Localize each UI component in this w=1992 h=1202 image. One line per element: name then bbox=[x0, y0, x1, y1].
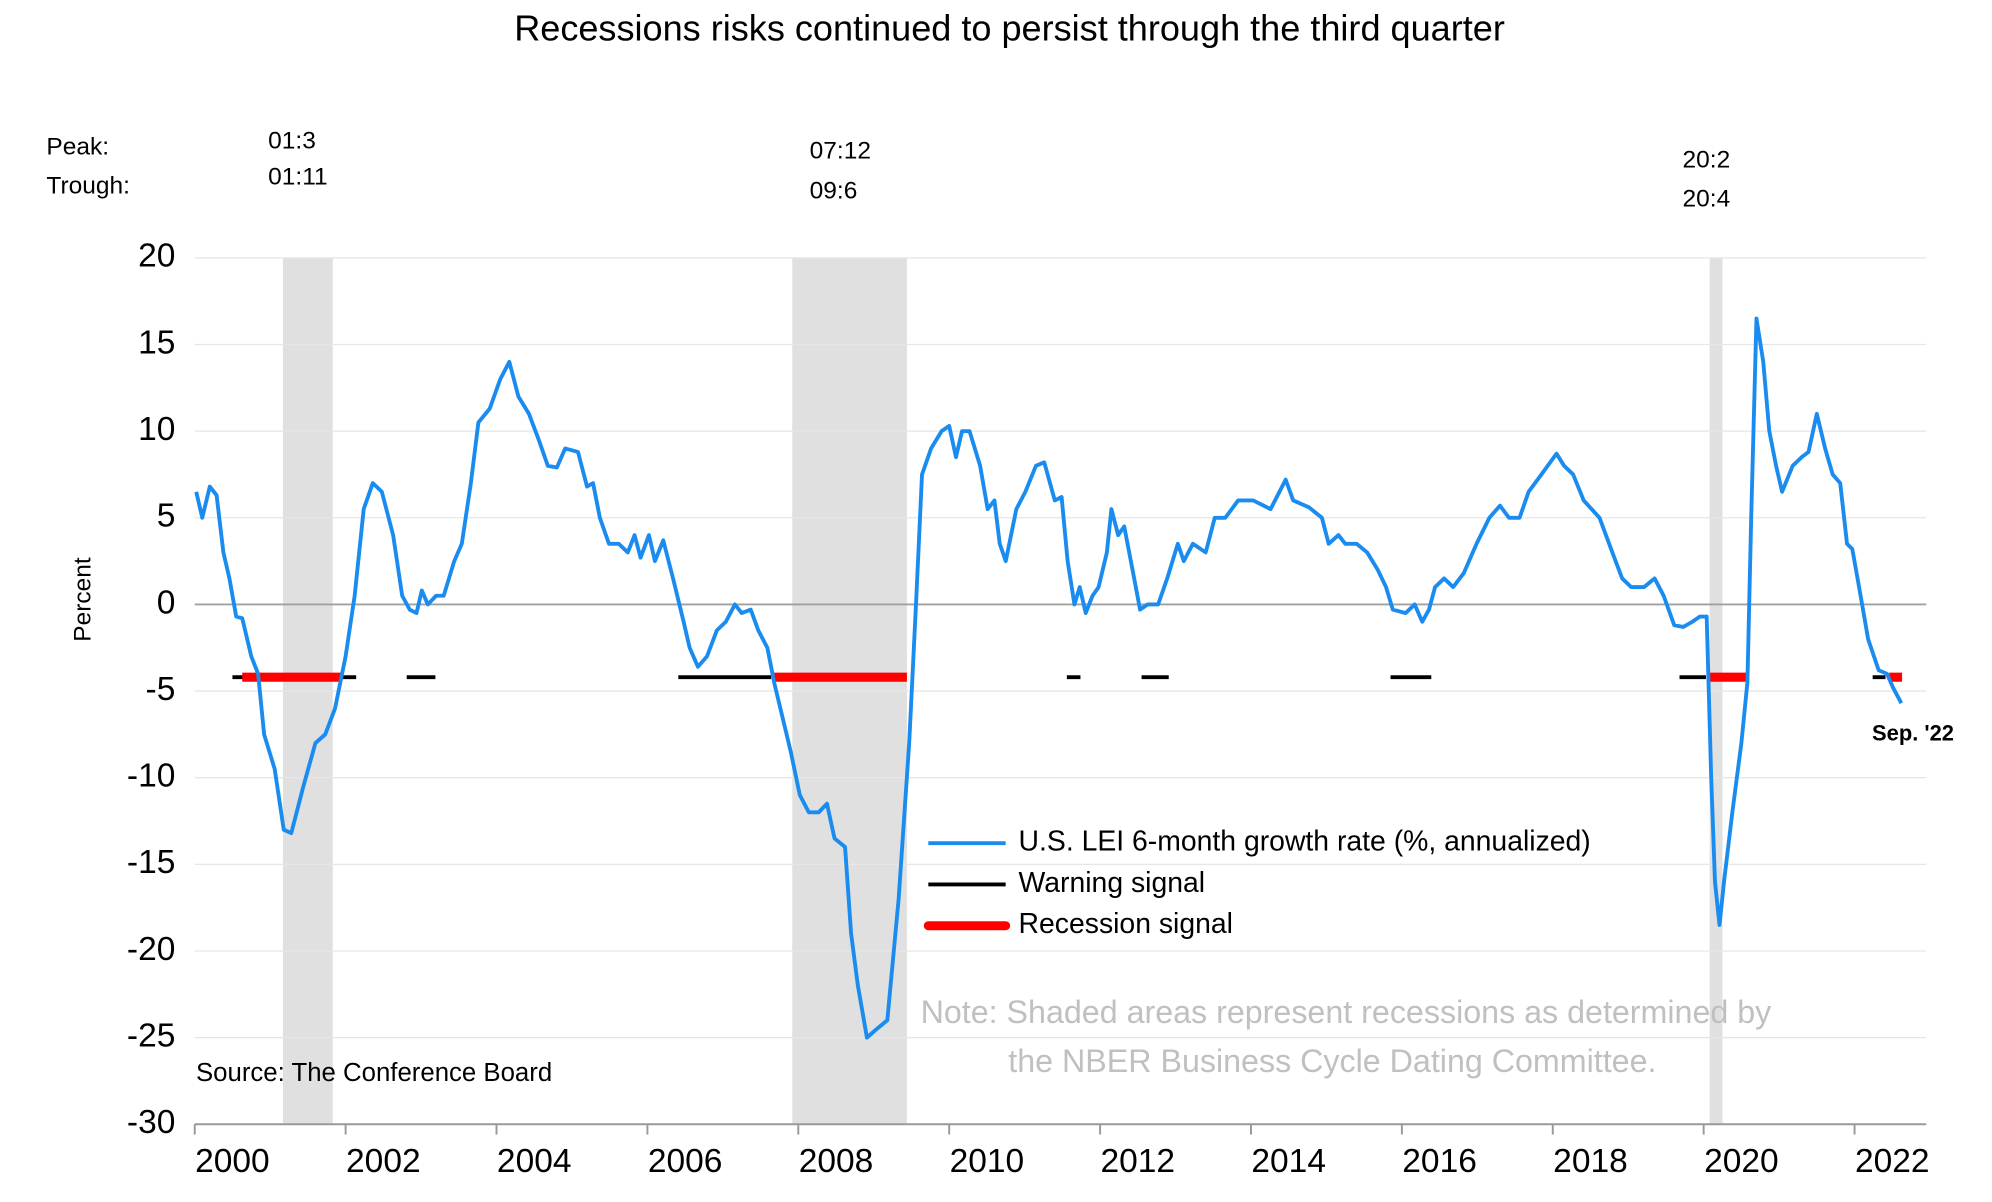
x-tick-label: 2004 bbox=[497, 1143, 572, 1180]
trough-date: 20:4 bbox=[1683, 185, 1731, 212]
source: Source: The Conference Board bbox=[196, 1059, 552, 1087]
x-tick-label: 2002 bbox=[346, 1143, 421, 1180]
trough-heading: Trough: bbox=[46, 172, 129, 199]
legend-label: U.S. LEI 6-month growth rate (%, annuali… bbox=[1019, 826, 1591, 858]
x-tick-label: 2006 bbox=[648, 1143, 723, 1180]
peak-date: 07:12 bbox=[810, 138, 871, 165]
x-tick-label: 2000 bbox=[195, 1143, 270, 1180]
y-axis-label: Percent bbox=[69, 557, 96, 642]
x-tick-label: 2022 bbox=[1855, 1143, 1930, 1180]
end-label: Sep. '22 bbox=[1872, 721, 1954, 746]
series-line bbox=[194, 316, 1904, 1040]
y-tick-label: -25 bbox=[127, 1017, 175, 1054]
note-line: the NBER Business Cycle Dating Committee… bbox=[1008, 1043, 1656, 1079]
y-tick-label: 10 bbox=[138, 411, 175, 448]
y-tick-label: 5 bbox=[157, 498, 176, 535]
x-tick-label: 2016 bbox=[1402, 1143, 1477, 1180]
x-tick-label: 2014 bbox=[1251, 1143, 1326, 1180]
y-tick-label: -5 bbox=[146, 671, 176, 708]
y-tick-label: 15 bbox=[138, 324, 175, 361]
y-tick-label: 20 bbox=[138, 238, 175, 275]
note-line: Note: Shaded areas represent recessions … bbox=[921, 994, 1773, 1030]
x-tick-label: 2008 bbox=[799, 1143, 874, 1180]
y-tick-label: 0 bbox=[157, 584, 176, 621]
trough-date: 01:11 bbox=[268, 163, 327, 190]
y-tick-label: -30 bbox=[127, 1104, 175, 1141]
trough-date: 09:6 bbox=[810, 178, 858, 205]
x-tick-label: 2020 bbox=[1704, 1143, 1779, 1180]
y-tick-label: -15 bbox=[127, 844, 175, 881]
peak-heading: Peak: bbox=[46, 134, 109, 161]
peak-date: 01:3 bbox=[268, 127, 316, 154]
y-tick-label: -10 bbox=[127, 758, 175, 795]
chart-title: Recessions risks continued to persist th… bbox=[514, 7, 1505, 48]
legend-label: Recession signal bbox=[1019, 908, 1233, 940]
y-tick-label: -20 bbox=[127, 931, 175, 968]
peak-date: 20:2 bbox=[1683, 147, 1731, 174]
series-lines bbox=[194, 316, 1904, 1040]
legend-label: Warning signal bbox=[1019, 867, 1206, 899]
grid bbox=[194, 257, 1927, 1125]
x-tick-label: 2018 bbox=[1553, 1143, 1628, 1180]
x-tick-label: 2012 bbox=[1101, 1143, 1176, 1180]
x-tick-label: 2010 bbox=[950, 1143, 1025, 1180]
